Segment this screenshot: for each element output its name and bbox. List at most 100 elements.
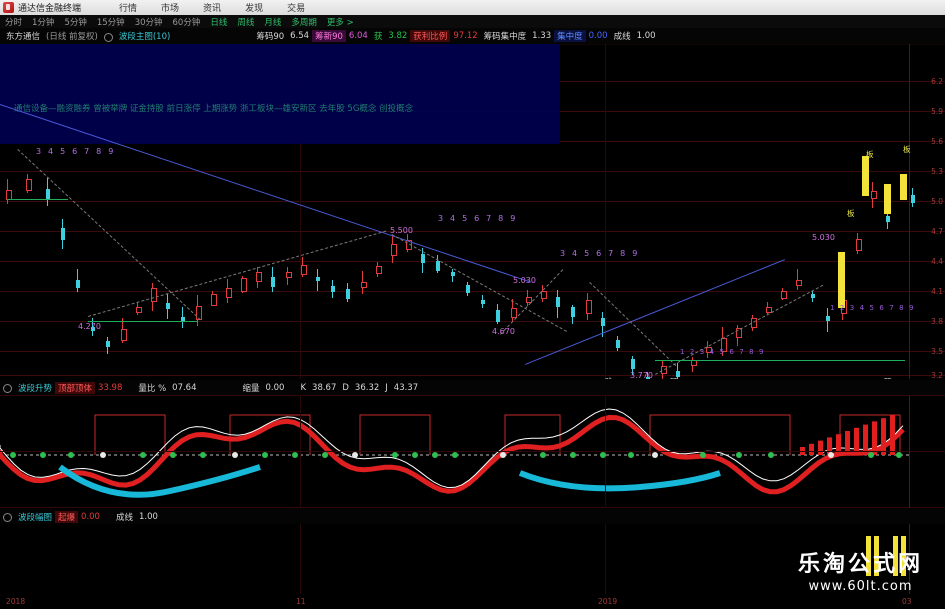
candle-body bbox=[301, 264, 307, 276]
support-line-left bbox=[8, 199, 68, 200]
period-30min[interactable]: 30分钟 bbox=[134, 17, 163, 28]
indicator-settings-icon[interactable] bbox=[103, 32, 113, 42]
histogram-bar bbox=[836, 434, 841, 455]
candle-body bbox=[481, 299, 485, 305]
sub-panel-2-header: 波段幅图 起爆 0.00 成线 1.00 bbox=[0, 509, 945, 524]
kdj-j-label: J bbox=[385, 382, 388, 393]
signal-dot-sell bbox=[352, 452, 358, 458]
candle-body bbox=[886, 215, 890, 223]
signal-dot-buy bbox=[736, 452, 742, 458]
signal-dot-buy bbox=[412, 452, 418, 458]
signal-dot-buy bbox=[896, 452, 902, 458]
candle-body bbox=[781, 291, 787, 299]
concentration-value: 1.33 bbox=[532, 31, 552, 41]
menu-item-trade[interactable]: 交易 bbox=[287, 4, 306, 14]
sub1-shrink-value: 0.00 bbox=[265, 382, 285, 393]
candle-body bbox=[751, 318, 757, 328]
annotation-top: 顶 bbox=[670, 376, 678, 379]
profit-ratio-label: 获利比例 bbox=[410, 30, 451, 42]
candle-body bbox=[271, 276, 275, 288]
line-label: 成线 bbox=[613, 32, 631, 42]
period-daily[interactable]: 日线 bbox=[210, 17, 228, 28]
menu-item-quotes[interactable]: 行情 bbox=[119, 4, 138, 14]
signal-dot-buy bbox=[768, 452, 774, 458]
candle-body bbox=[526, 296, 532, 304]
limit-up-candle bbox=[900, 174, 907, 200]
annotation-limit-up: 板 bbox=[838, 261, 846, 270]
sub2-bar bbox=[874, 536, 879, 576]
period-weekly[interactable]: 周线 bbox=[237, 17, 255, 28]
candle-body bbox=[331, 285, 335, 293]
candle-body bbox=[586, 300, 592, 314]
menu-item-news[interactable]: 资讯 bbox=[203, 4, 222, 14]
signal-dot-buy bbox=[68, 452, 74, 458]
x-axis-tick: 2019 bbox=[598, 597, 618, 606]
period-60min[interactable]: 60分钟 bbox=[172, 17, 201, 28]
period-multi[interactable]: 多周期 bbox=[291, 17, 317, 28]
candle-body bbox=[496, 310, 500, 322]
concentration-label: 筹码集中度 bbox=[483, 32, 527, 42]
period-1min[interactable]: 1分钟 bbox=[32, 17, 55, 28]
candle-body bbox=[601, 317, 605, 327]
sub1-top-value: 33.98 bbox=[98, 382, 123, 393]
period-15min[interactable]: 15分钟 bbox=[96, 17, 125, 28]
period-monthly[interactable]: 月线 bbox=[264, 17, 282, 28]
candle-body bbox=[911, 195, 915, 203]
candle-body bbox=[151, 288, 157, 302]
period-5min[interactable]: 5分钟 bbox=[64, 17, 87, 28]
kdj-k-label: K bbox=[300, 382, 307, 393]
candle-body bbox=[706, 347, 712, 353]
count-sequence: 3 4 5 6 7 8 9 bbox=[438, 214, 518, 223]
candle-body bbox=[766, 306, 772, 314]
dashed-line-1 bbox=[17, 149, 201, 321]
count-sequence: 3 4 5 6 7 8 9 bbox=[560, 249, 640, 258]
main-candlestick-chart[interactable]: 6.2 5.9 5.6 5.3 5.0 4.7 4.4 4.1 3.8 3.5 … bbox=[0, 44, 945, 379]
dashed-line-2 bbox=[88, 230, 387, 317]
candle-body bbox=[26, 179, 32, 191]
y-axis-tick: 4.1 bbox=[931, 287, 943, 296]
signal-dot-buy bbox=[392, 452, 398, 458]
count-sequence: 1 2 3 4 5 6 7 8 9 bbox=[830, 304, 916, 312]
period-more[interactable]: 更多 > bbox=[326, 17, 354, 28]
sub1-settings-icon[interactable] bbox=[3, 384, 12, 393]
sub2-line-label: 成线 bbox=[115, 512, 133, 523]
candle-body bbox=[106, 340, 110, 348]
signal-dot-buy bbox=[40, 452, 46, 458]
sub-panel-1-chart[interactable] bbox=[0, 395, 945, 508]
period-intraday[interactable]: 分时 bbox=[5, 17, 23, 28]
histogram-bar bbox=[890, 415, 895, 455]
candle-body bbox=[76, 279, 80, 289]
histogram-bar bbox=[845, 431, 850, 455]
profit-value: 3.82 bbox=[388, 31, 408, 41]
candle-body bbox=[61, 228, 65, 240]
candle-body bbox=[826, 316, 830, 322]
sub2-indicator-name[interactable]: 波段幅图 bbox=[18, 512, 53, 523]
sub-panel-2-chart[interactable] bbox=[0, 524, 945, 594]
candle-body bbox=[466, 284, 470, 294]
menu-item-market[interactable]: 市场 bbox=[161, 4, 180, 14]
price-label: 4.270 bbox=[78, 322, 101, 331]
period-toolbar: 分时 1分钟 5分钟 15分钟 30分钟 60分钟 日线 周线 月线 多周期 更… bbox=[0, 15, 945, 29]
chart-period-note: (日线 前复权) bbox=[46, 32, 98, 42]
x-axis-tick: 03 bbox=[902, 597, 912, 606]
signal-dot-buy bbox=[262, 452, 268, 458]
concept-tags-text: 通信设备—融资融券 曾被举牌 证金持股 前日涨停 上期涨势 浙工板块—雄安新区 … bbox=[14, 104, 414, 114]
signal-dot-buy bbox=[140, 452, 146, 458]
sub1-volratio-value: 07.64 bbox=[172, 382, 197, 393]
candle-body bbox=[346, 288, 350, 300]
signal-dot-buy bbox=[570, 452, 576, 458]
app-logo-icon bbox=[3, 2, 14, 13]
limit-up-candle bbox=[884, 184, 891, 214]
main-indicator-name[interactable]: 波段主图(10) bbox=[118, 32, 171, 42]
annotation-limit-up: 板 bbox=[903, 145, 911, 154]
price-label: 5.030 bbox=[812, 233, 835, 242]
signal-dot-sell bbox=[500, 452, 506, 458]
histogram-bar bbox=[818, 440, 823, 455]
limit-up-candle bbox=[862, 156, 869, 196]
sub2-settings-icon[interactable] bbox=[3, 513, 12, 522]
signal-dot-sell bbox=[232, 452, 238, 458]
sub1-indicator-name[interactable]: 波段升势 bbox=[18, 383, 53, 394]
candle-body bbox=[856, 239, 862, 251]
menu-item-discover[interactable]: 发现 bbox=[245, 4, 264, 14]
